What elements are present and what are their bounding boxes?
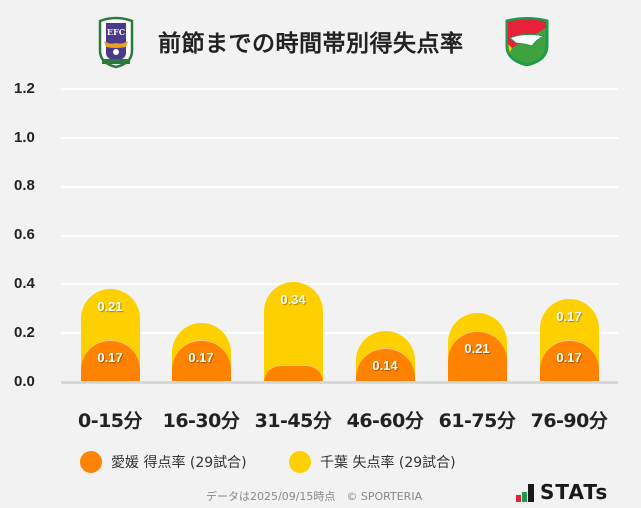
x-tick-label: 76-90分 [530, 410, 608, 432]
bar-value-label-away: 0.21 [97, 298, 123, 314]
y-tick-label: 0.4 [14, 275, 35, 292]
bar-home [171, 340, 231, 382]
legend-swatch-home [80, 451, 102, 473]
bar-value-label-home: 0.14 [372, 357, 398, 373]
bar-home [447, 330, 507, 382]
bar-value-label-home: 0.17 [556, 350, 582, 366]
chart-header: EFC 前節までの時間帯別得失点率 [0, 0, 641, 80]
y-tick-label: 0.8 [14, 177, 35, 194]
legend-swatch-away [289, 451, 311, 473]
gridline [61, 88, 618, 90]
y-tick-label: 0.6 [14, 226, 35, 243]
legend-label-home: 愛媛 得点率 (29試合) [111, 455, 247, 471]
y-tick-label: 1.2 [14, 80, 35, 97]
ehime-fc-crest-icon: EFC [98, 16, 134, 69]
chart-title: 前節までの時間帯別得失点率 [158, 31, 464, 57]
stats-brand-text: STATs [540, 480, 609, 504]
y-tick-label: 0.0 [14, 373, 35, 390]
bar-value-label-home: 0.21 [464, 340, 490, 356]
gridline [61, 186, 618, 188]
legend-item-home: 愛媛 得点率 (29試合) [80, 450, 247, 474]
gridline [61, 332, 618, 334]
legend: 愛媛 得点率 (29試合) 千葉 失点率 (29試合) [0, 450, 641, 474]
x-tick-label: 16-30分 [162, 410, 240, 432]
bar-home [539, 340, 599, 382]
y-tick-label: 0.2 [14, 324, 35, 341]
legend-label-away: 千葉 失点率 (29試合) [320, 455, 456, 471]
gridline [61, 235, 618, 237]
svg-text:EFC: EFC [107, 27, 125, 37]
y-tick-label: 1.0 [14, 129, 35, 146]
jef-united-chiba-crest-icon [505, 17, 549, 66]
x-tick-label: 46-60分 [346, 410, 424, 432]
bar-value-label-home: 0.17 [188, 350, 214, 366]
gridline [61, 283, 618, 285]
x-tick-label: 0-15分 [77, 410, 143, 432]
bar-home [263, 364, 323, 382]
footer-note: データは2025/09/15時点 © SPORTERIA [206, 490, 423, 503]
bar-home [80, 340, 140, 382]
x-tick-label: 61-75分 [438, 410, 516, 432]
stats-logo: STATs [516, 480, 634, 502]
legend-item-away: 千葉 失点率 (29試合) [289, 450, 456, 474]
bar-value-label-away: 0.34 [280, 291, 306, 307]
stats-bars-icon [516, 484, 535, 502]
stacked-bar-chart: 1.2 1.0 0.8 0.6 0.4 0.2 0.0 0.17 0.21 0.17… [14, 80, 618, 390]
x-axis-baseline [61, 381, 618, 384]
x-tick-label: 31-45分 [254, 410, 332, 432]
bar-value-label-away: 0.17 [556, 308, 582, 324]
gridline [61, 137, 618, 139]
bar-value-label-home: 0.17 [97, 350, 123, 366]
